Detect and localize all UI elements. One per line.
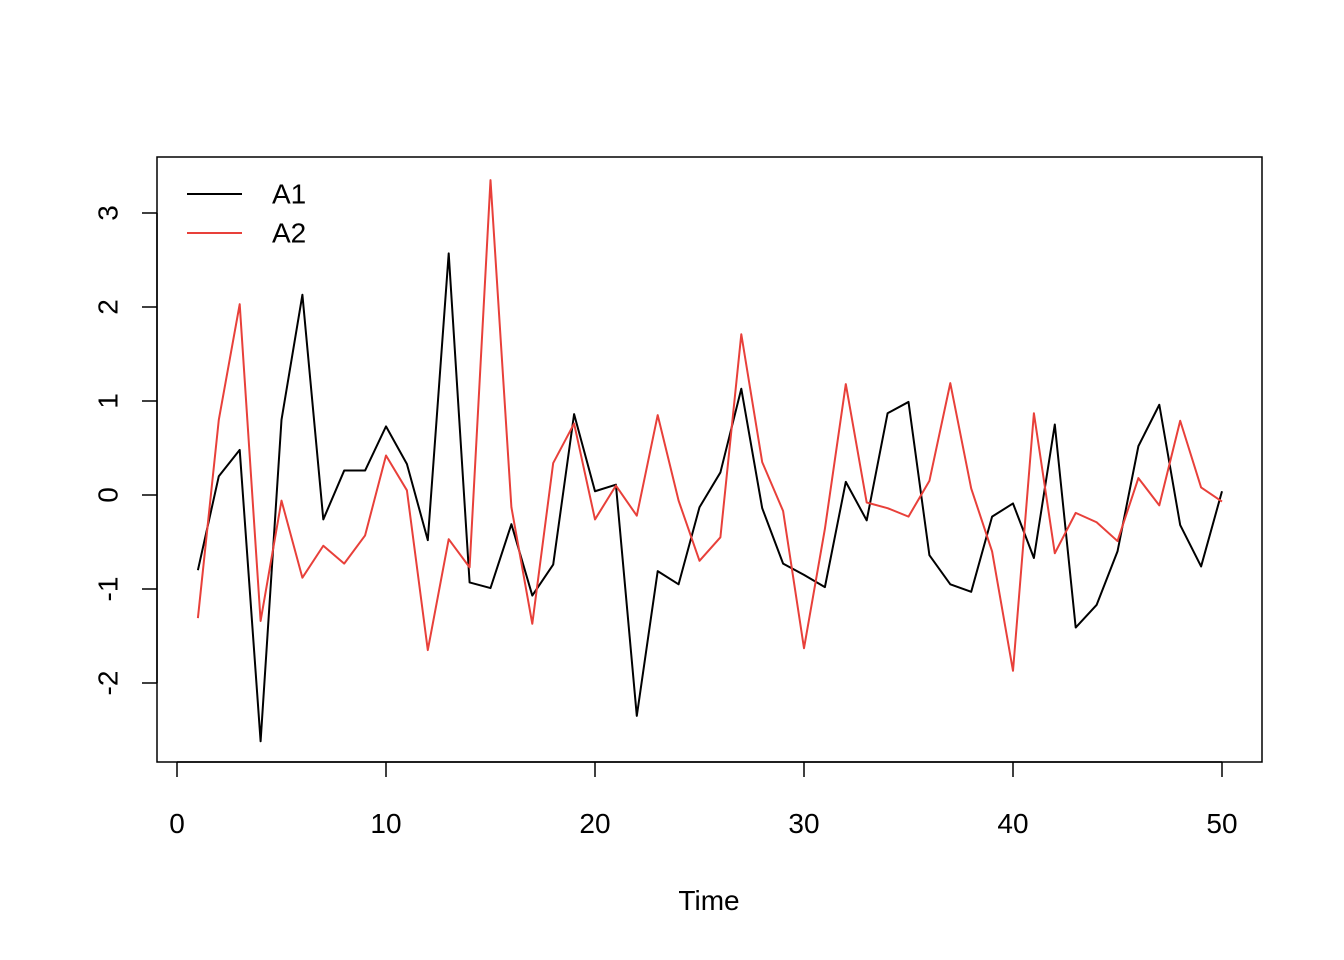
- x-tick-label: 50: [1206, 808, 1237, 839]
- x-tick-label: 40: [997, 808, 1028, 839]
- series-layer: [196, 179, 1223, 743]
- y-tick-label: -2: [93, 671, 124, 696]
- y-tick-label: 2: [93, 299, 124, 315]
- x-tick-label: 20: [579, 808, 610, 839]
- y-tick-label: 3: [93, 205, 124, 221]
- series-line-a2: [196, 179, 1223, 672]
- x-tick-label: 10: [370, 808, 401, 839]
- plot-frame: [156, 156, 1263, 763]
- x-tick-label: 0: [169, 808, 185, 839]
- x-axis-title: Time: [678, 885, 739, 916]
- legend-label-a2: A2: [272, 218, 306, 249]
- x-axis: 0 10 20 30 40 50: [169, 761, 1238, 839]
- series-line-a1: [196, 252, 1223, 743]
- y-tick-label: -1: [93, 577, 124, 602]
- x-tick-label: 30: [788, 808, 819, 839]
- y-tick-label: 0: [93, 487, 124, 503]
- y-axis: -2 -1 0 1 2 3: [93, 205, 158, 695]
- legend-label-a1: A1: [272, 179, 306, 210]
- y-tick-label: 1: [93, 393, 124, 409]
